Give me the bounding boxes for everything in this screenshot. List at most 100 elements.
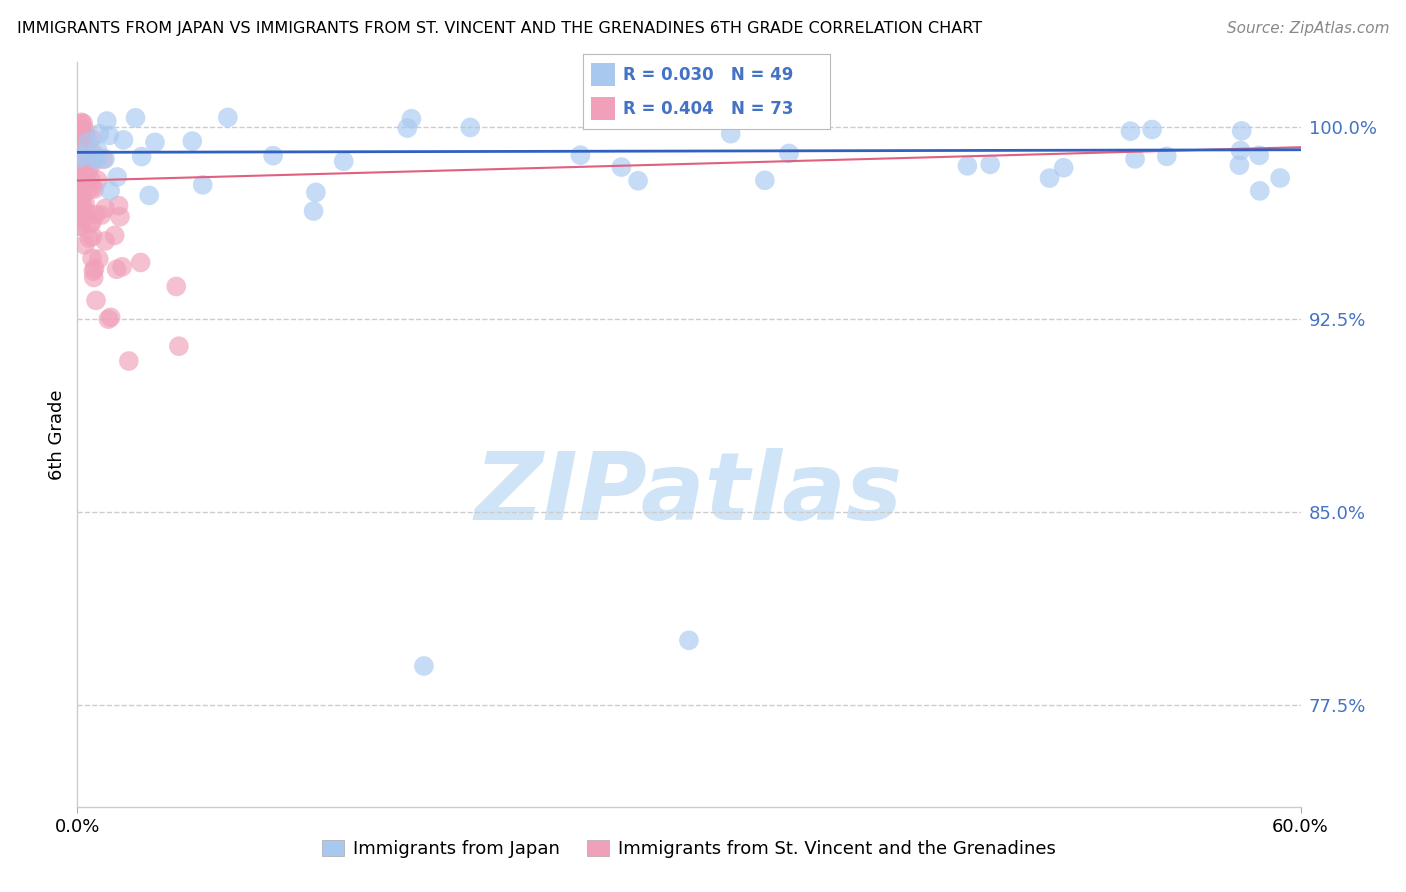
Point	[167, 339, 190, 353]
Bar	[591, 97, 616, 120]
Point	[129, 255, 152, 269]
Point	[100, 310, 122, 325]
Point	[75, 204, 97, 219]
Point	[91, 152, 114, 166]
Point	[105, 169, 128, 184]
Point	[86, 173, 108, 187]
Text: ZIPatlas: ZIPatlas	[475, 449, 903, 541]
Point	[720, 127, 742, 141]
Point	[67, 210, 90, 224]
Point	[72, 162, 94, 177]
Point	[82, 264, 104, 278]
Point	[72, 214, 94, 228]
Point	[84, 293, 107, 308]
Point	[80, 251, 103, 265]
Point	[302, 204, 325, 219]
Point	[73, 238, 96, 252]
Point	[83, 261, 105, 276]
Point	[67, 209, 90, 223]
Point	[82, 215, 104, 229]
Point	[70, 169, 93, 184]
Point	[77, 182, 100, 196]
Point	[82, 180, 104, 194]
Point	[94, 234, 117, 248]
Point	[66, 186, 89, 200]
Point	[72, 127, 94, 141]
Point	[70, 115, 93, 129]
Point	[83, 270, 105, 285]
Point	[124, 111, 146, 125]
Point	[678, 633, 700, 648]
Point	[72, 152, 94, 166]
Point	[70, 202, 93, 216]
Point	[1249, 148, 1271, 162]
Point	[72, 198, 94, 212]
Point	[131, 150, 153, 164]
Point	[754, 173, 776, 187]
Point	[83, 147, 105, 161]
Point	[70, 190, 93, 204]
Point	[1249, 184, 1271, 198]
Point	[1052, 161, 1074, 175]
Point	[75, 124, 97, 138]
Point	[191, 178, 214, 192]
Point	[72, 133, 94, 147]
Point	[86, 144, 108, 158]
Point	[87, 252, 110, 266]
Point	[143, 136, 166, 150]
Point	[70, 191, 93, 205]
Point	[69, 219, 91, 234]
Point	[97, 312, 120, 326]
Point	[262, 149, 284, 163]
Point	[79, 217, 101, 231]
Point	[165, 279, 187, 293]
Point	[67, 127, 90, 141]
Point	[80, 158, 103, 172]
Point	[1140, 122, 1163, 136]
Y-axis label: 6th Grade: 6th Grade	[48, 390, 66, 480]
Point	[458, 120, 481, 135]
Point	[610, 160, 633, 174]
Point	[80, 131, 103, 145]
Point	[75, 128, 97, 142]
Point	[87, 151, 110, 165]
Point	[332, 154, 354, 169]
Point	[73, 173, 96, 187]
Point	[72, 116, 94, 130]
Text: R = 0.030   N = 49: R = 0.030 N = 49	[623, 66, 793, 84]
Point	[94, 202, 117, 216]
Point	[90, 208, 112, 222]
Point	[69, 151, 91, 165]
Point	[1230, 124, 1253, 138]
Point	[79, 231, 101, 245]
Point	[83, 182, 105, 196]
Point	[96, 114, 118, 128]
Point	[627, 174, 650, 188]
Text: R = 0.404   N = 73: R = 0.404 N = 73	[623, 100, 793, 118]
Point	[66, 200, 89, 214]
Point	[75, 170, 97, 185]
Point	[70, 161, 93, 175]
Bar	[591, 63, 616, 87]
Point	[108, 210, 131, 224]
Point	[66, 219, 89, 233]
Point	[84, 152, 107, 166]
Point	[75, 159, 97, 173]
Point	[1268, 171, 1291, 186]
Point	[75, 196, 97, 211]
Point	[181, 134, 204, 148]
Point	[69, 137, 91, 152]
Point	[118, 354, 141, 368]
Text: Source: ZipAtlas.com: Source: ZipAtlas.com	[1226, 21, 1389, 36]
Point	[778, 146, 800, 161]
Point	[1156, 149, 1178, 163]
Point	[105, 262, 128, 277]
Point	[98, 184, 121, 198]
Point	[217, 111, 239, 125]
Point	[80, 172, 103, 186]
Point	[69, 145, 91, 159]
Point	[305, 186, 328, 200]
Point	[979, 157, 1001, 171]
Point	[1229, 144, 1251, 158]
Point	[70, 117, 93, 131]
